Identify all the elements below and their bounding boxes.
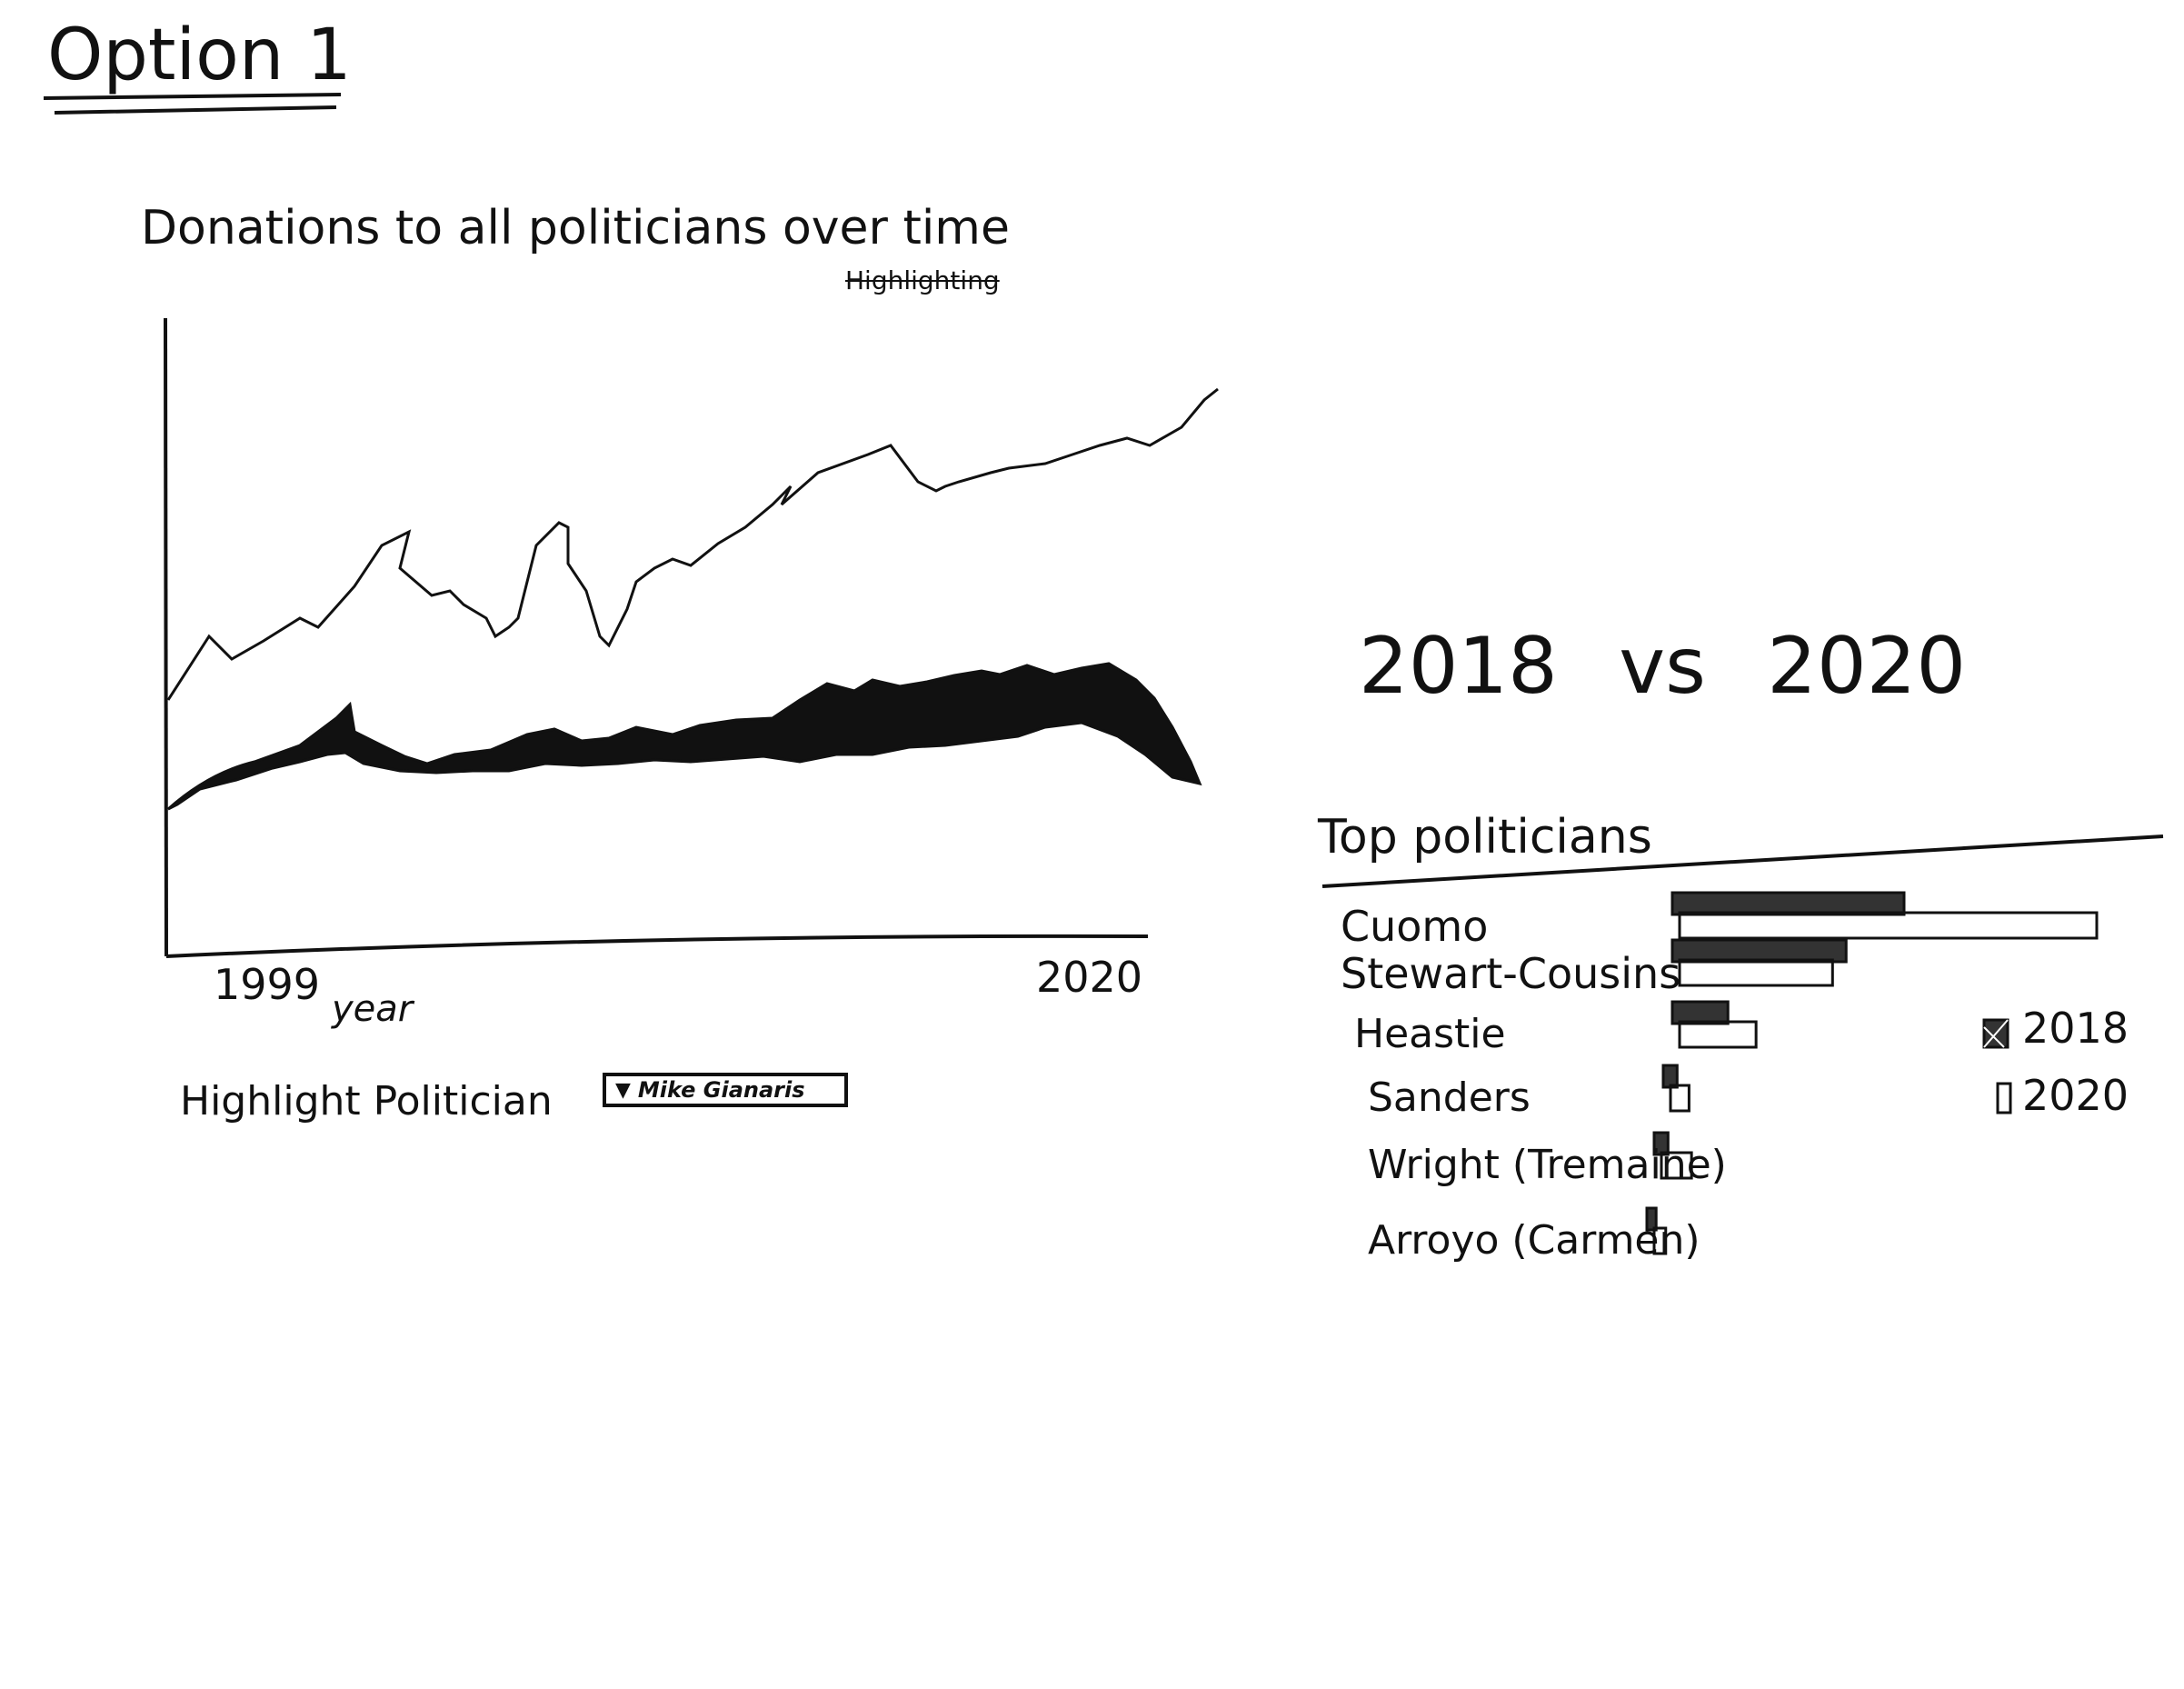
bar-label: Arroyo (Carmen) xyxy=(1368,1217,1700,1264)
politician-dropdown[interactable]: ▼ Mike Gianaris xyxy=(603,1073,848,1107)
bar-2020 xyxy=(1678,911,2099,940)
page-title: Option 1 xyxy=(47,15,352,96)
bar-label: Wright (Tremaine) xyxy=(1368,1142,1727,1188)
title-underline xyxy=(43,93,342,115)
line-chart-x-axis xyxy=(165,934,1149,958)
bar-2018 xyxy=(1670,891,1906,916)
highlighted-politician-band xyxy=(167,662,1202,811)
bar-label: Cuomo xyxy=(1341,902,1489,951)
bar-label: Stewart-Cousins xyxy=(1341,949,1681,998)
x-axis-label: year xyxy=(332,988,414,1030)
bar-label: Heastie xyxy=(1354,1011,1506,1057)
line-chart-y-axis xyxy=(164,317,168,957)
bar-2018 xyxy=(1645,1206,1658,1232)
bar-2020 xyxy=(1678,958,1834,987)
x-start-label: 1999 xyxy=(214,960,321,1009)
politician-dropdown-value: Mike Gianaris xyxy=(637,1077,805,1103)
bar-chart-title: 2018 vs 2020 xyxy=(1359,621,1967,712)
x-end-label: 2020 xyxy=(1036,953,1143,1002)
bar-chart-header-line xyxy=(1321,835,2164,888)
bar-2018 xyxy=(1670,1000,1730,1025)
legend-label-2020: 2020 xyxy=(2022,1071,2129,1120)
bar-2020 xyxy=(1660,1151,1693,1180)
total-donations-line xyxy=(166,387,1219,701)
bar-2018 xyxy=(1670,938,1848,964)
line-chart-title: Donations to all politicians over time xyxy=(141,201,1010,255)
caret-down-icon: ▼ xyxy=(615,1078,631,1102)
bar-2018 xyxy=(1661,1064,1679,1089)
bar-2020 xyxy=(1652,1226,1668,1255)
bar-label: Sanders xyxy=(1368,1074,1531,1121)
bar-2020 xyxy=(1669,1084,1690,1113)
line-chart-note: Highlighting xyxy=(845,265,1000,295)
legend-label-2018: 2018 xyxy=(2022,1004,2129,1053)
legend-swatch-2020 xyxy=(1996,1082,2012,1114)
bar-chart-subtitle: Top politicians xyxy=(1318,810,1652,864)
bar-2020 xyxy=(1678,1020,1758,1049)
highlight-label: Highlight Politician xyxy=(180,1078,553,1124)
